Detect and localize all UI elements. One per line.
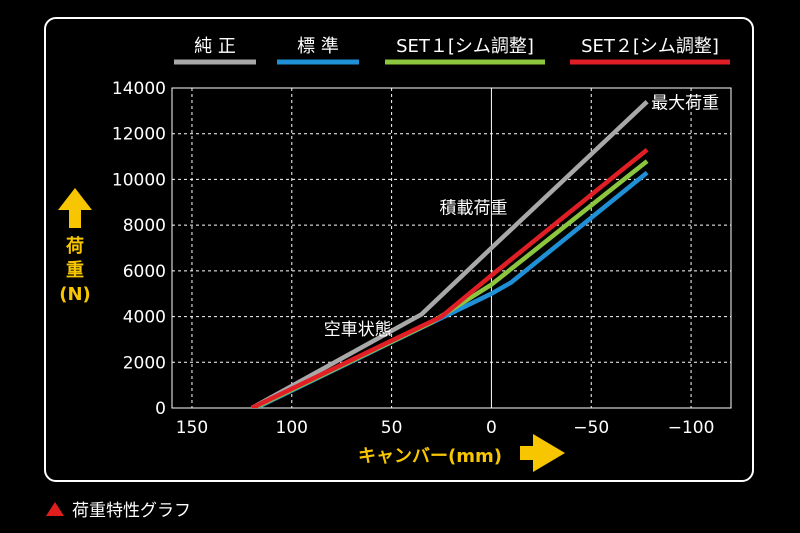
annotation-label: 空車状態 [324, 320, 392, 340]
figure-caption: 荷重特性グラフ [46, 496, 191, 521]
x-axis-label: キャンバー(mm) [358, 446, 502, 467]
y-tick-label: 4000 [123, 308, 166, 328]
y-tick-label: 0 [155, 399, 166, 419]
right-arrow-icon [520, 434, 565, 472]
legend-label: 純 正 [194, 36, 236, 57]
grid [172, 88, 731, 408]
legend-label: SET１[シム調整] [396, 36, 534, 57]
series-line [250, 147, 649, 408]
x-tick-label: 0 [486, 418, 497, 438]
legend: 純 正 標 準 SET１[シム調整] SET２[シム調整] [174, 36, 730, 65]
chart-frame [44, 17, 754, 482]
x-tick-label: −100 [668, 418, 715, 438]
annotation-label: 最大荷重 [651, 94, 719, 114]
up-arrow-icon [58, 188, 92, 228]
y-axis-label-group: 荷重(N) [58, 188, 92, 305]
x-tick-label: 100 [276, 418, 308, 438]
x-tick-label: −50 [573, 418, 609, 438]
axis-ticks: 150 100 50 0 −50 −100 0 2000 4000 6000 8000 10000 12… [112, 79, 715, 438]
triangle-marker-icon [46, 501, 64, 516]
plot-area [171, 87, 732, 409]
series-lines [250, 100, 649, 408]
y-axis-label: 荷重(N) [59, 235, 91, 305]
legend-label: SET２[シム調整] [581, 36, 719, 57]
x-tick-label: 150 [176, 418, 208, 438]
y-tick-label: 12000 [112, 125, 166, 145]
series-line [250, 100, 649, 408]
x-tick-label: 50 [381, 418, 403, 438]
annotation-label: 積載荷重 [440, 199, 508, 219]
y-tick-label: 8000 [123, 216, 166, 236]
legend-label: 標 準 [297, 36, 339, 57]
y-tick-label: 14000 [112, 79, 166, 99]
y-tick-label: 6000 [123, 262, 166, 282]
y-tick-label: 10000 [112, 170, 166, 190]
x-axis-label-group: キャンバー(mm) [358, 434, 565, 472]
caption-text: 荷重特性グラフ [72, 501, 191, 521]
y-tick-label: 2000 [123, 353, 166, 373]
